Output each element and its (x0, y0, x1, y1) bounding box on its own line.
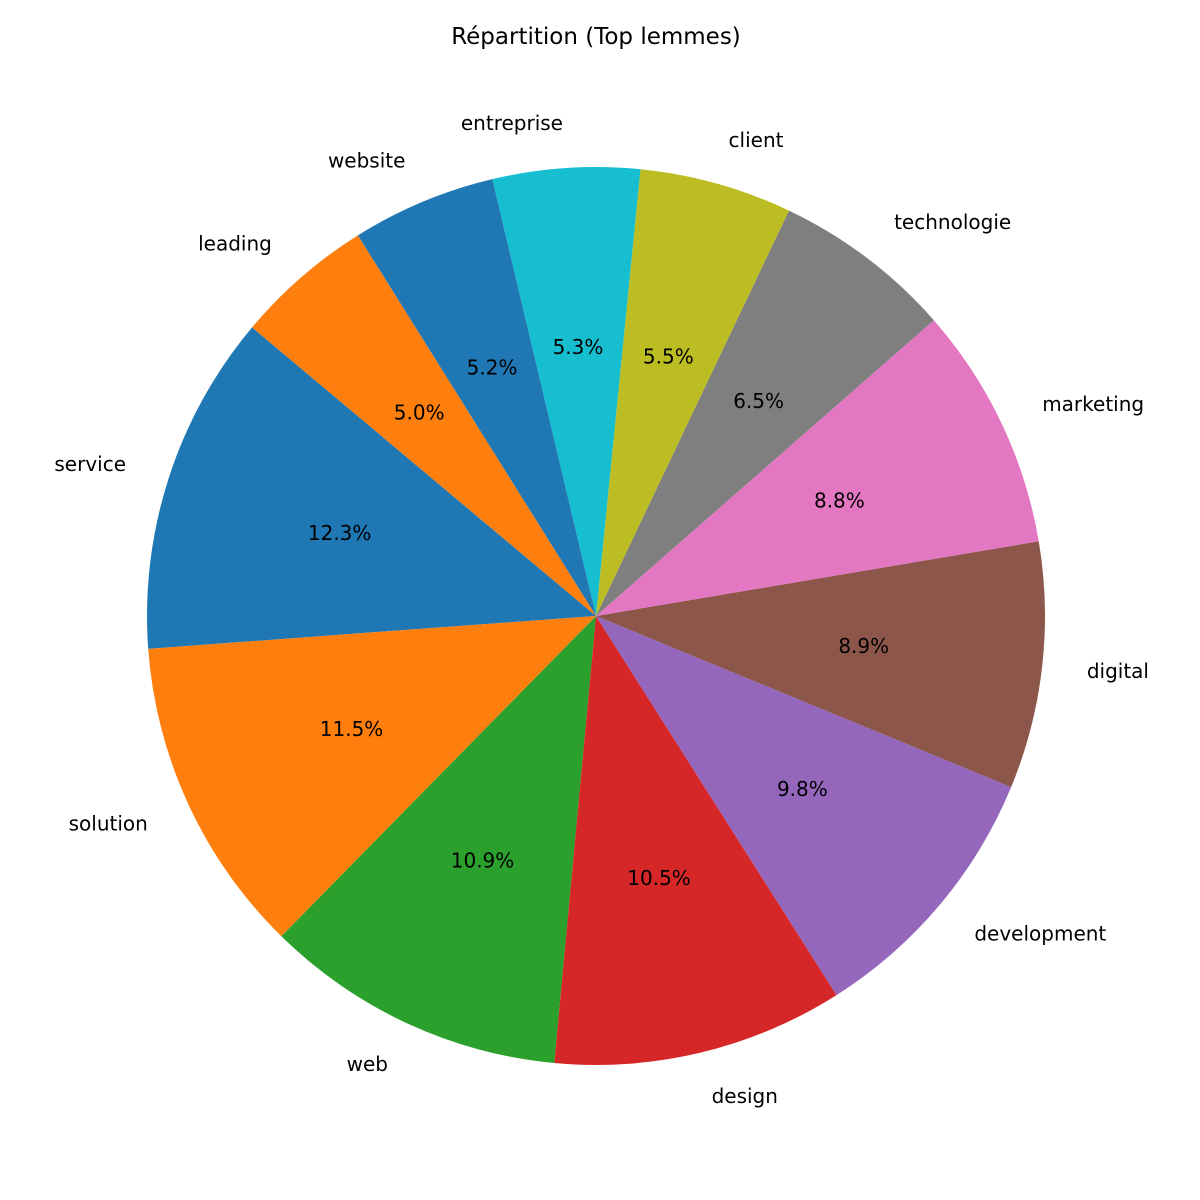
pie-slices (146, 166, 1046, 1065)
slice-pct-development: 9.8% (777, 777, 828, 801)
pie-slice-leading (252, 235, 597, 616)
slice-label-service: service (54, 452, 126, 476)
pie-slice-marketing (596, 320, 1039, 616)
pie-slice-web (281, 616, 596, 1064)
pie-slice-entreprise (492, 166, 641, 616)
slice-label-solution: solution (69, 812, 148, 836)
pie-slice-website (357, 179, 596, 616)
pie-slice-client (596, 169, 789, 616)
slice-label-entreprise: entreprise (461, 111, 563, 135)
slice-pct-solution: 11.5% (320, 717, 384, 741)
slice-label-marketing: marketing (1042, 392, 1144, 416)
slice-pct-service: 12.3% (308, 521, 372, 545)
slice-pct-marketing: 8.8% (814, 488, 865, 512)
slice-pct-leading: 5.0% (394, 401, 445, 425)
pie-slice-design (554, 616, 837, 1065)
slice-label-leading: leading (198, 231, 272, 255)
chart-title: Répartition (Top lemmes) (451, 24, 741, 50)
slice-label-digital: digital (1087, 659, 1149, 683)
slice-pct-web: 10.9% (451, 848, 515, 872)
pie-slice-technologie (596, 210, 934, 616)
slice-pct-technologie: 6.5% (733, 389, 784, 413)
slice-label-design: design (712, 1084, 778, 1108)
slice-pct-digital: 8.9% (838, 634, 889, 658)
pie-slice-development (596, 616, 1012, 996)
pie-slice-solution (148, 616, 596, 937)
slice-label-technologie: technologie (894, 210, 1011, 234)
pie-slice-service (146, 327, 596, 649)
slice-pct-website: 5.2% (467, 355, 518, 379)
slice-label-client: client (729, 128, 784, 152)
slice-pct-client: 5.5% (643, 344, 694, 368)
slice-label-website: website (328, 148, 405, 172)
slice-label-web: web (347, 1052, 388, 1076)
slice-pct-entreprise: 5.3% (553, 335, 604, 359)
slice-pct-design: 10.5% (627, 866, 691, 890)
pie-labels: service 12.3% solution 11.5% web 10.9% design 1… (54, 111, 1149, 1108)
pie-slice-digital (596, 541, 1046, 788)
slice-label-development: development (974, 921, 1106, 945)
